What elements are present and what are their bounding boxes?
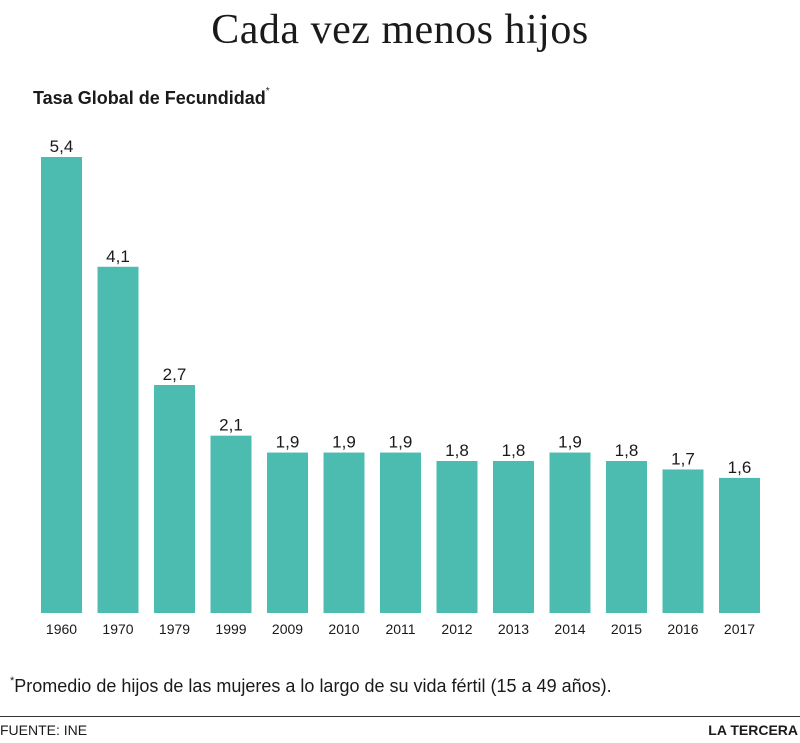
bar-2014 xyxy=(549,452,591,613)
value-label-2014: 1,9 xyxy=(558,433,582,452)
footnote-text: Promedio de hijos de las mujeres a lo la… xyxy=(14,676,612,696)
value-label-2009: 1,9 xyxy=(276,433,300,452)
subtitle-text: Tasa Global de Fecundidad xyxy=(33,88,266,108)
source-label: FUENTE: INE xyxy=(0,722,88,738)
bar-2012 xyxy=(436,461,478,613)
bar-2009 xyxy=(267,452,308,613)
x-tick-label-2017: 2017 xyxy=(724,621,755,637)
x-tick-label-2010: 2010 xyxy=(328,621,359,637)
x-tick-label-2016: 2016 xyxy=(667,621,698,637)
value-label-2012: 1,8 xyxy=(445,441,469,460)
value-label-2017: 1,6 xyxy=(728,458,752,477)
footnote: *Promedio de hijos de las mujeres a lo l… xyxy=(10,675,612,697)
bar-2013 xyxy=(493,461,534,613)
value-label-2016: 1,7 xyxy=(671,449,695,468)
footnote-asterisk: * xyxy=(10,675,15,687)
value-label-1979: 2,7 xyxy=(163,365,187,384)
value-label-1970: 4,1 xyxy=(106,247,130,266)
brand-logo-text: LA TERCERA xyxy=(708,722,798,738)
value-label-1960: 5,4 xyxy=(50,137,74,156)
x-tick-label-2012: 2012 xyxy=(441,621,472,637)
value-label-2011: 1,9 xyxy=(389,433,413,452)
chart-subtitle: Tasa Global de Fecundidad* xyxy=(33,86,270,109)
chart-title: Cada vez menos hijos xyxy=(211,7,589,53)
x-tick-label-2013: 2013 xyxy=(498,621,529,637)
x-tick-label-1999: 1999 xyxy=(215,621,246,637)
x-tick-label-1979: 1979 xyxy=(159,621,190,637)
bar-1999 xyxy=(210,435,252,613)
value-label-2015: 1,8 xyxy=(615,441,639,460)
x-tick-label-1960: 1960 xyxy=(46,621,77,637)
bar-1960 xyxy=(41,157,82,613)
x-tick-label-1970: 1970 xyxy=(102,621,133,637)
bar-2017 xyxy=(719,477,760,613)
bar-2015 xyxy=(606,461,647,613)
bar-2011 xyxy=(380,452,421,613)
x-tick-label-2014: 2014 xyxy=(554,621,585,637)
value-label-2010: 1,9 xyxy=(332,433,356,452)
value-label-1999: 2,1 xyxy=(219,416,243,435)
footer-divider xyxy=(0,716,800,717)
bar-1970 xyxy=(97,266,139,613)
bar-2010 xyxy=(323,452,365,613)
value-label-2013: 1,8 xyxy=(502,441,526,460)
bar-1979 xyxy=(154,385,195,613)
x-tick-label-2015: 2015 xyxy=(611,621,642,637)
bar-2016 xyxy=(662,469,704,613)
x-tick-label-2009: 2009 xyxy=(272,621,303,637)
x-tick-label-2011: 2011 xyxy=(385,621,415,637)
bar-chart: 5,4 1960 4,1 1970 2,7 1979 2,1 1999 1,9 2009 1,9 20… xyxy=(41,137,760,637)
subtitle-asterisk: * xyxy=(265,86,270,97)
